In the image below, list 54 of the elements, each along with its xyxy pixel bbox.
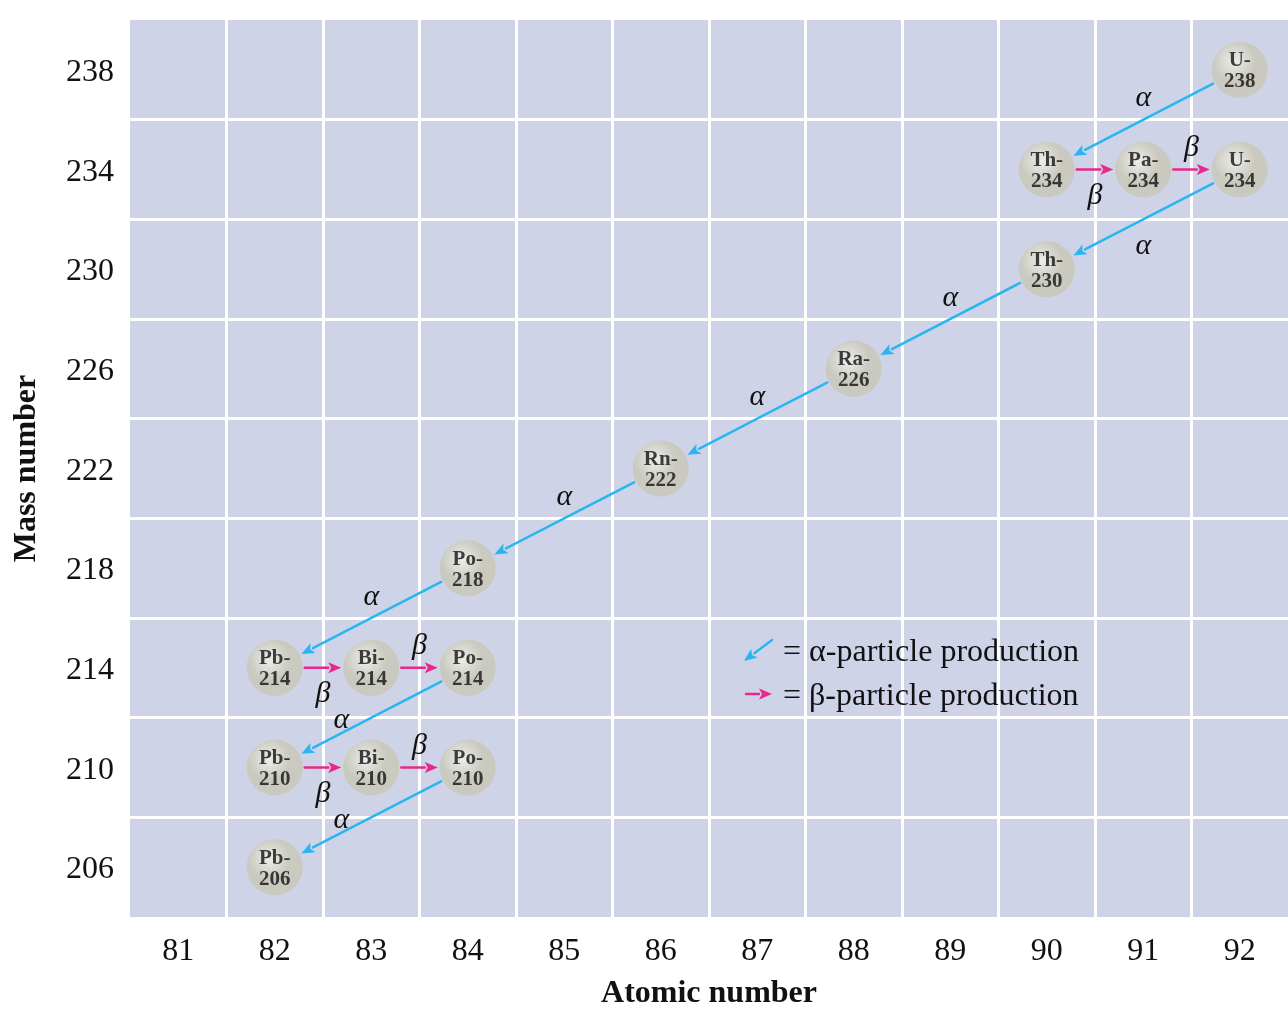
x-tick-label: 92: [1223, 931, 1256, 967]
y-tick-label: 210: [66, 749, 114, 786]
annotation: β: [314, 775, 331, 808]
y-tick-label: 222: [66, 450, 114, 487]
y-tick-label: 214: [66, 649, 114, 686]
x-tick-label: 83: [355, 931, 388, 967]
annotation: α: [333, 800, 351, 834]
data-label: Po-218: [452, 545, 484, 591]
annotation: α: [363, 577, 381, 611]
annotation: β: [314, 675, 331, 709]
y-tick-label: 218: [66, 550, 114, 587]
y-tick-label: 230: [66, 251, 114, 288]
annotation: β: [1086, 177, 1103, 210]
x-tick-label: 85: [548, 931, 581, 967]
x-tick-label: 88: [837, 931, 870, 967]
x-tick-label: 90: [1030, 931, 1063, 967]
x-tick-label: 89: [934, 931, 967, 967]
data-label: Po-210: [452, 745, 484, 790]
y-tick-label: 226: [66, 350, 114, 387]
annotation: β: [411, 627, 428, 661]
x-tick-label: 86: [644, 931, 677, 967]
data-label: Po-214: [452, 645, 484, 691]
x-axis-title: Atomic number: [601, 973, 817, 1009]
x-tick-label: 82: [258, 931, 291, 967]
annotation: α: [1135, 79, 1153, 113]
data-label: Rn-222: [643, 446, 678, 491]
annotation: α: [749, 378, 767, 412]
data-label: Pb-214: [259, 645, 291, 691]
data-label: Bi-210: [355, 745, 387, 790]
y-tick-label: 238: [66, 51, 114, 88]
data-label: Th-230: [1030, 246, 1064, 292]
annotation: α: [333, 701, 351, 735]
data-label: Pb-206: [259, 844, 291, 890]
annotation: α: [942, 278, 960, 312]
data-label: Pb-210: [259, 745, 291, 790]
data-label: Th-234: [1030, 147, 1064, 192]
annotation: α: [556, 477, 574, 511]
data-label: Bi-214: [355, 645, 388, 691]
x-tick-label: 81: [162, 931, 195, 967]
annotation: β: [1183, 129, 1200, 162]
data-label: Pa-234: [1127, 147, 1160, 192]
data-label: U-234: [1224, 147, 1256, 192]
x-tick-label: 84: [451, 931, 484, 967]
annotation: α: [1135, 226, 1153, 260]
data-label: U-238: [1224, 47, 1256, 93]
y-tick-label: 206: [66, 849, 114, 886]
x-tick-label: 87: [741, 931, 774, 967]
annotation: β: [411, 727, 428, 760]
y-tick-label: 234: [66, 151, 114, 188]
annotation: = β-particle production: [783, 676, 1079, 712]
y-axis-title: Mass number: [6, 374, 42, 563]
data-label: Ra-226: [837, 346, 871, 392]
annotation: = α-particle production: [783, 632, 1080, 668]
x-tick-label: 91: [1127, 931, 1160, 967]
